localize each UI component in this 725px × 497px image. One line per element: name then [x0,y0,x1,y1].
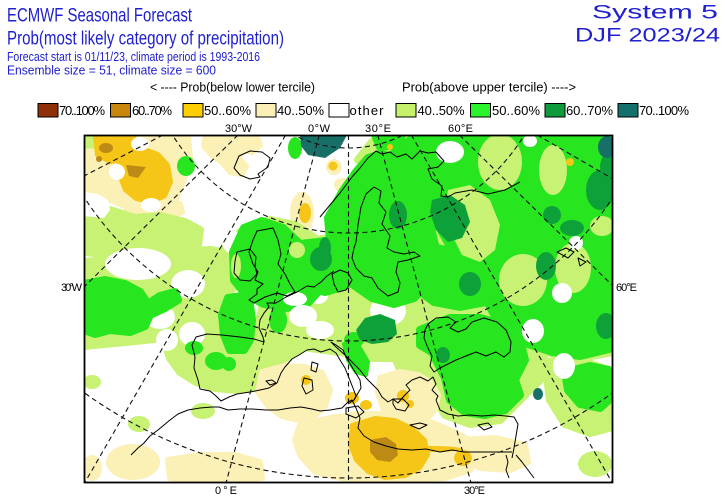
svg-text:ECMWF Seasonal Forecast: ECMWF Seasonal Forecast [7,6,193,27]
svg-text:60..70%: 60..70% [132,103,172,118]
svg-text:30°W: 30°W [225,123,253,135]
svg-text:30°E: 30°E [365,123,391,135]
svg-text:60°E: 60°E [448,123,473,135]
svg-text:Forecast start is 01/11/23, cl: Forecast start is 01/11/23, climate peri… [7,49,260,64]
svg-text:DJF 2023/24: DJF 2023/24 [575,26,721,47]
svg-text:50..60%: 50..60% [204,103,251,118]
svg-text:30°W: 30°W [61,282,83,294]
svg-text:70..100%: 70..100% [59,103,105,118]
svg-text:0°W: 0°W [308,123,331,135]
svg-text:0°E: 0°E [215,485,237,497]
svg-text:50..60%: 50..60% [492,103,540,118]
svg-text:< ---- Prob(below lower tercil: < ---- Prob(below lower tercile) [150,80,315,95]
svg-text:40..50%: 40..50% [418,103,465,118]
svg-text:40..50%: 40..50% [277,103,324,118]
svg-text:System 5: System 5 [592,3,718,24]
svg-text:Prob(most likely category of p: Prob(most likely category of precipitati… [7,29,284,50]
svg-text:Prob(above upper tercile) ----: Prob(above upper tercile) ----> [402,80,576,95]
svg-text:60°E: 60°E [616,282,637,294]
svg-text:Ensemble size = 51, climate si: Ensemble size = 51, climate size = 600 [7,63,216,78]
svg-text:30°E: 30°E [464,485,485,497]
svg-text:70..100%: 70..100% [639,103,689,118]
svg-text:60..70%: 60..70% [566,103,613,118]
svg-text:other: other [350,103,385,118]
